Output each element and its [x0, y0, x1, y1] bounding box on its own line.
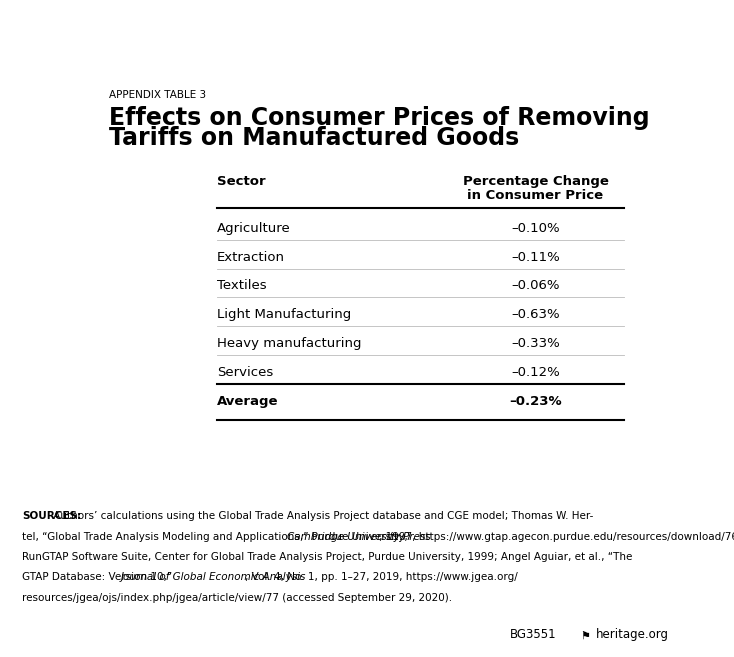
Text: Percentage Change: Percentage Change [462, 175, 608, 188]
Text: –0.63%: –0.63% [511, 308, 560, 321]
Text: Light Manufacturing: Light Manufacturing [217, 308, 351, 321]
Text: BG3551: BG3551 [510, 627, 557, 641]
Text: APPENDIX TABLE 3: APPENDIX TABLE 3 [109, 91, 206, 101]
Text: Tariffs on Manufactured Goods: Tariffs on Manufactured Goods [109, 126, 519, 150]
Text: Heavy manufacturing: Heavy manufacturing [217, 337, 361, 350]
Text: Extraction: Extraction [217, 250, 285, 263]
Text: Journal of Global Economic Analysis: Journal of Global Economic Analysis [121, 572, 307, 582]
Text: tel, “Global Trade Analysis Modeling and Applications,” Purdue University,: tel, “Global Trade Analysis Modeling and… [22, 532, 411, 541]
Text: –0.12%: –0.12% [511, 366, 560, 379]
Text: RunGTAP Software Suite, Center for Global Trade Analysis Project, Purdue Univers: RunGTAP Software Suite, Center for Globa… [22, 552, 633, 562]
Text: resources/jgea/ojs/index.php/jgea/article/view/77 (accessed September 29, 2020).: resources/jgea/ojs/index.php/jgea/articl… [22, 593, 452, 602]
Text: heritage.org: heritage.org [596, 627, 669, 641]
Text: GTAP Database: Version 10,”: GTAP Database: Version 10,” [22, 572, 175, 582]
Text: Authors’ calculations using the Global Trade Analysis Project database and CGE m: Authors’ calculations using the Global T… [51, 511, 594, 521]
Text: –0.10%: –0.10% [511, 221, 560, 235]
Text: Cambridge University Press: Cambridge University Press [287, 532, 431, 541]
Text: –0.33%: –0.33% [511, 337, 560, 350]
Text: in Consumer Price: in Consumer Price [468, 189, 603, 202]
Text: –0.06%: –0.06% [511, 279, 560, 292]
Text: –0.23%: –0.23% [509, 395, 562, 408]
Text: Sector: Sector [217, 175, 266, 188]
Text: , 1997, https://www.gtap.agecon.purdue.edu/resources/download/7684.pdf (accessed: , 1997, https://www.gtap.agecon.purdue.e… [379, 532, 734, 541]
Text: Effects on Consumer Prices of Removing: Effects on Consumer Prices of Removing [109, 106, 650, 129]
Text: Textiles: Textiles [217, 279, 266, 292]
Text: ⚑: ⚑ [580, 631, 590, 641]
Text: Services: Services [217, 366, 273, 379]
Text: , Vol. 4, No. 1, pp. 1–27, 2019, https://www.jgea.org/: , Vol. 4, No. 1, pp. 1–27, 2019, https:/… [245, 572, 517, 582]
Text: Average: Average [217, 395, 278, 408]
Text: Agriculture: Agriculture [217, 221, 291, 235]
Text: –0.11%: –0.11% [511, 250, 560, 263]
Text: SOURCES:: SOURCES: [22, 511, 81, 521]
